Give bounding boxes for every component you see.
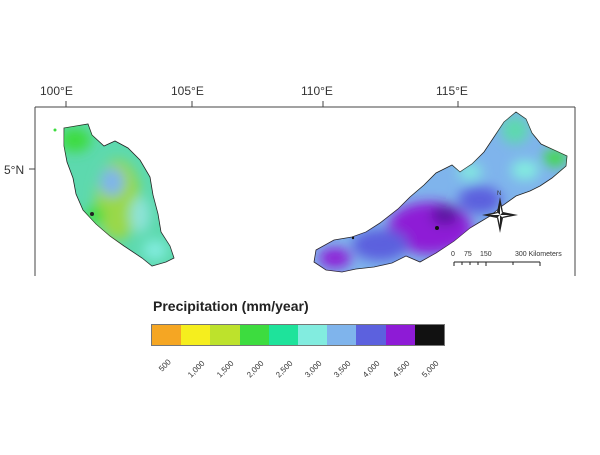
east-malaysia-region <box>313 111 568 273</box>
scale-label-150: 150 <box>480 251 492 258</box>
legend-swatch <box>385 325 415 345</box>
longitude-label-115e: 115°E <box>436 84 468 98</box>
scale-label-75: 75 <box>464 251 472 258</box>
legend-swatch <box>327 325 357 345</box>
peninsular-malaysia-region <box>53 123 175 267</box>
north-arrow-letter: N <box>497 191 502 197</box>
legend-swatch <box>152 325 182 345</box>
legend-title: Precipitation (mm/year) <box>153 298 309 314</box>
map-frame <box>29 101 576 276</box>
scale-bar <box>453 261 541 266</box>
legend-swatch <box>356 325 386 345</box>
longitude-label-100e: 100°E <box>40 84 73 98</box>
latitude-label-5n: 5°N <box>4 163 25 177</box>
longitude-label-105e: 105°E <box>171 84 204 98</box>
legend-color-bar <box>151 324 445 346</box>
scale-label-0: 0 <box>451 251 455 258</box>
legend-swatch <box>297 325 328 345</box>
longitude-label-110e: 110°E <box>301 84 333 98</box>
north-arrow <box>482 197 518 233</box>
legend-swatch <box>414 325 444 345</box>
legend-swatch <box>210 325 240 345</box>
legend-swatch <box>268 325 298 345</box>
scale-label-300-km: 300 Kilometers <box>515 251 562 258</box>
legend-swatch <box>239 325 269 345</box>
legend-swatch <box>181 325 211 345</box>
